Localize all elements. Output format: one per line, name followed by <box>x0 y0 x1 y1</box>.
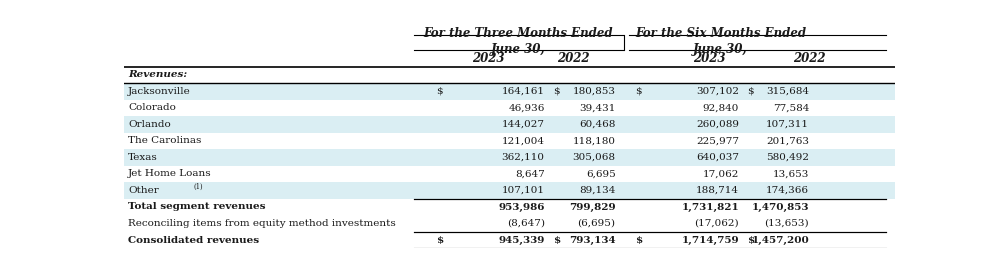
Text: 2022: 2022 <box>557 52 588 65</box>
Text: 17,062: 17,062 <box>702 169 739 179</box>
Text: Total segment revenues: Total segment revenues <box>128 203 265 211</box>
Text: 1,731,821: 1,731,821 <box>681 203 739 211</box>
Bar <box>124 182 895 199</box>
Bar <box>124 149 895 166</box>
Text: 2023: 2023 <box>692 52 725 65</box>
Text: 92,840: 92,840 <box>702 103 739 112</box>
Text: 180,853: 180,853 <box>572 87 615 96</box>
Text: 2023: 2023 <box>471 52 504 65</box>
Text: 107,311: 107,311 <box>765 120 808 129</box>
Text: 77,584: 77,584 <box>772 103 808 112</box>
Text: Jet Home Loans: Jet Home Loans <box>128 169 212 179</box>
Text: 174,366: 174,366 <box>765 186 808 195</box>
Text: 305,068: 305,068 <box>572 153 615 162</box>
Text: Revenues:: Revenues: <box>128 70 187 79</box>
Text: 260,089: 260,089 <box>695 120 739 129</box>
Text: 121,004: 121,004 <box>501 136 544 145</box>
Text: $: $ <box>435 235 442 245</box>
Text: 1,714,759: 1,714,759 <box>681 235 739 245</box>
Text: 953,986: 953,986 <box>498 203 544 211</box>
Text: 362,110: 362,110 <box>501 153 544 162</box>
Bar <box>124 116 895 133</box>
Text: 1,457,200: 1,457,200 <box>750 235 808 245</box>
Text: 144,027: 144,027 <box>501 120 544 129</box>
Text: 188,714: 188,714 <box>695 186 739 195</box>
Text: 799,829: 799,829 <box>569 203 615 211</box>
Text: 13,653: 13,653 <box>772 169 808 179</box>
Text: (13,653): (13,653) <box>763 219 808 228</box>
Text: (6,695): (6,695) <box>577 219 615 228</box>
Text: 315,684: 315,684 <box>765 87 808 96</box>
Text: 225,977: 225,977 <box>695 136 739 145</box>
Text: $: $ <box>553 235 560 245</box>
Bar <box>124 83 895 100</box>
Text: 118,180: 118,180 <box>572 136 615 145</box>
Text: Colorado: Colorado <box>128 103 176 112</box>
Text: Orlando: Orlando <box>128 120 171 129</box>
Text: 307,102: 307,102 <box>695 87 739 96</box>
Text: 89,134: 89,134 <box>579 186 615 195</box>
Text: For the Three Months Ended
June 30,: For the Three Months Ended June 30, <box>422 27 612 56</box>
Text: (1): (1) <box>193 183 203 191</box>
Text: 1,470,853: 1,470,853 <box>750 203 808 211</box>
Text: (8,647): (8,647) <box>506 219 544 228</box>
Text: $: $ <box>553 87 560 96</box>
Text: 580,492: 580,492 <box>765 153 808 162</box>
Text: Other: Other <box>128 186 159 195</box>
Text: $: $ <box>746 235 753 245</box>
Text: (17,062): (17,062) <box>694 219 739 228</box>
Text: The Carolinas: The Carolinas <box>128 136 202 145</box>
Text: 2022: 2022 <box>792 52 825 65</box>
Text: Reconciling items from equity method investments: Reconciling items from equity method inv… <box>128 219 396 228</box>
Text: Consolidated revenues: Consolidated revenues <box>128 235 259 245</box>
Text: 6,695: 6,695 <box>585 169 615 179</box>
Text: $: $ <box>746 87 752 96</box>
Text: 640,037: 640,037 <box>695 153 739 162</box>
Text: 39,431: 39,431 <box>579 103 615 112</box>
Text: Texas: Texas <box>128 153 158 162</box>
Text: 46,936: 46,936 <box>508 103 544 112</box>
Text: 793,134: 793,134 <box>569 235 615 245</box>
Text: 107,101: 107,101 <box>501 186 544 195</box>
Text: 945,339: 945,339 <box>498 235 544 245</box>
Text: 164,161: 164,161 <box>501 87 544 96</box>
Text: 8,647: 8,647 <box>514 169 544 179</box>
Text: For the Six Months Ended
June 30,: For the Six Months Ended June 30, <box>634 27 805 56</box>
Text: Jacksonville: Jacksonville <box>128 87 191 96</box>
Text: 201,763: 201,763 <box>765 136 808 145</box>
Text: $: $ <box>634 87 641 96</box>
Text: $: $ <box>435 87 442 96</box>
Text: $: $ <box>634 235 641 245</box>
Text: 60,468: 60,468 <box>579 120 615 129</box>
